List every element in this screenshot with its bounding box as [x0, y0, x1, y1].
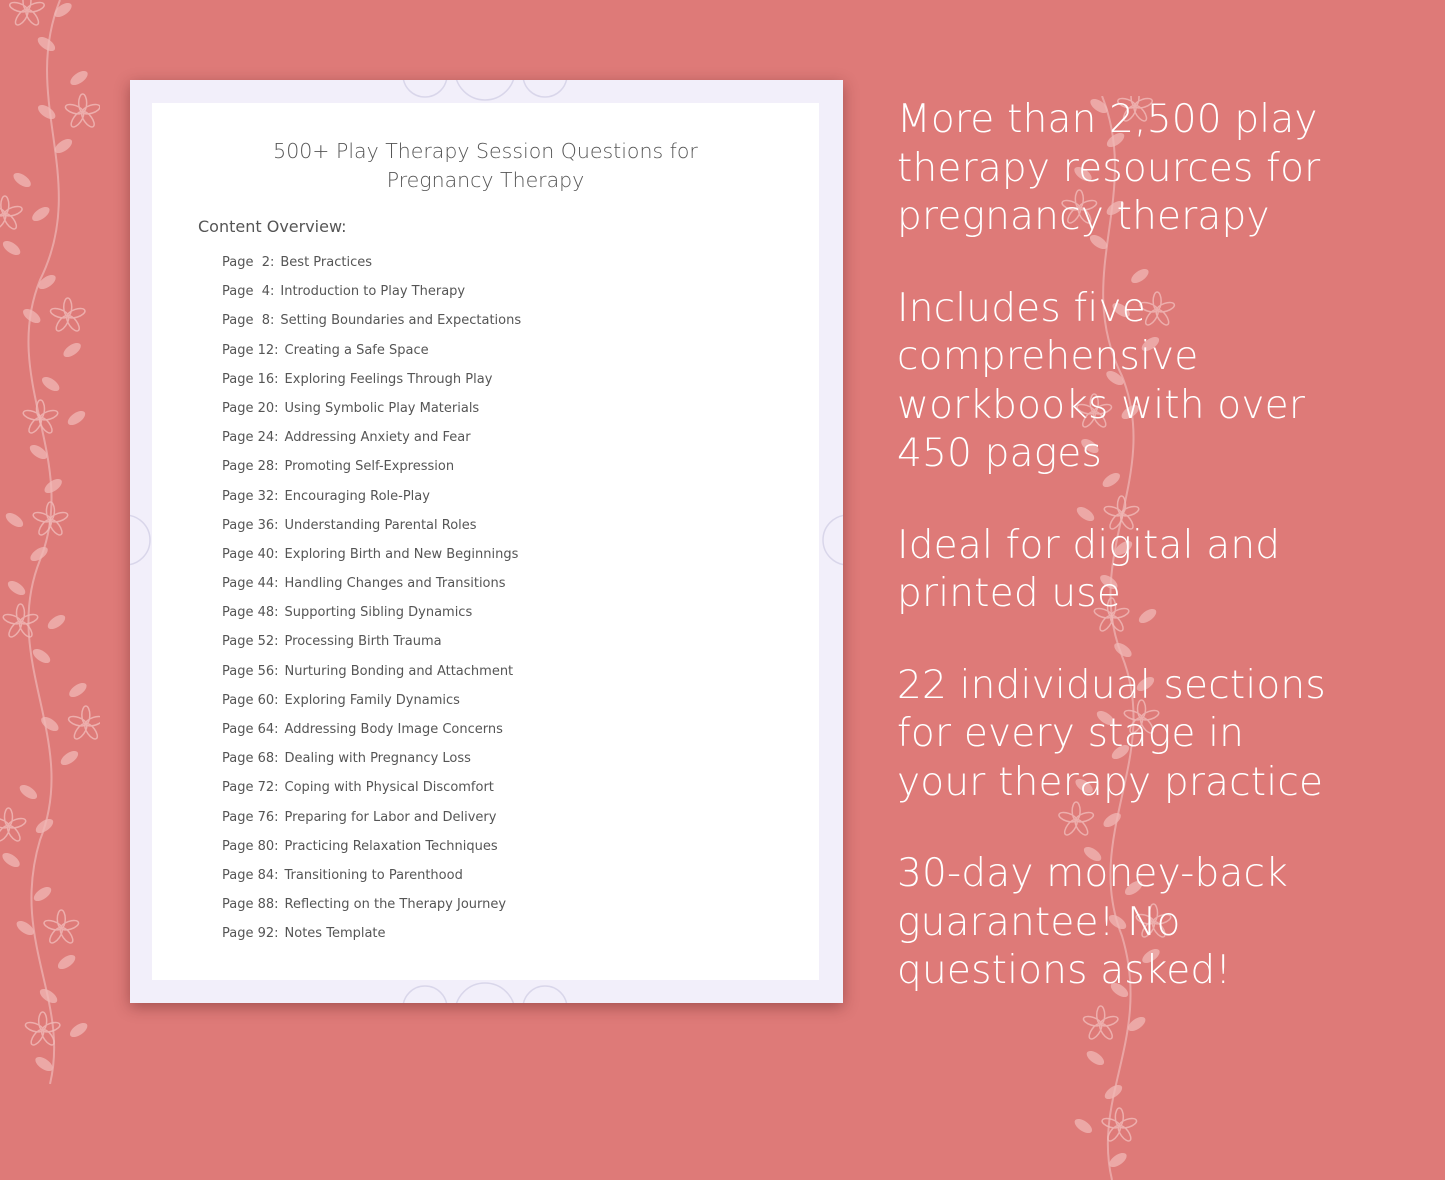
- toc-title: Best Practices: [280, 255, 373, 270]
- document-preview: 500+ Play Therapy Session Questions for …: [130, 80, 843, 1003]
- toc-title: Supporting Sibling Dynamics: [284, 605, 473, 621]
- toc-item: Page 2: Best Practices: [222, 255, 521, 284]
- toc-title: Coping with Physical Discomfort: [284, 780, 494, 796]
- toc-item: Page 68: Dealing with Pregnancy Loss: [222, 751, 521, 780]
- toc-page-number: Page 32:: [222, 488, 279, 504]
- feature-text: 22 individual sections for every stage i…: [897, 662, 1326, 805]
- toc-item: Page 28: Promoting Self-Expression: [222, 459, 521, 488]
- title-line: 500+ Play Therapy Session Questions for: [273, 139, 698, 163]
- toc-item: Page 56: Nurturing Bonding and Attachment: [222, 664, 521, 693]
- toc-page-number: Page 44:: [222, 576, 279, 592]
- toc-item: Page 32: Encouraging Role-Play: [222, 489, 521, 518]
- toc-page-number: Page 36:: [222, 517, 279, 533]
- toc-item: Page 60: Exploring Family Dynamics: [222, 693, 521, 722]
- toc-item: Page 84: Transitioning to Parenthood: [222, 868, 521, 897]
- mandala-ornament-icon: [822, 514, 843, 566]
- toc-title: Introduction to Play Therapy: [280, 284, 466, 300]
- toc-page-number: Page 56:: [222, 663, 279, 679]
- feature-list: More than 2,500 play therapy resources f…: [897, 96, 1327, 1039]
- toc-title: Processing Birth Trauma: [284, 634, 442, 650]
- toc-title: Notes Template: [284, 926, 386, 942]
- toc-item: Page 16: Exploring Feelings Through Play: [222, 372, 521, 401]
- toc-page-number: Page 68:: [222, 751, 279, 767]
- toc-item: Page 52: Processing Birth Trauma: [222, 634, 521, 663]
- mandala-ornament-icon: [130, 514, 151, 566]
- toc-item: Page 44: Handling Changes and Transitions: [222, 576, 521, 605]
- toc-item: Page 4: Introduction to Play Therapy: [222, 284, 521, 313]
- document-page: 500+ Play Therapy Session Questions for …: [152, 103, 819, 980]
- toc-page-number: Page 20:: [222, 400, 279, 416]
- toc-item: Page 72: Coping with Physical Discomfort: [222, 780, 521, 809]
- toc-page-number: Page 60:: [222, 692, 279, 708]
- toc-item: Page 48: Supporting Sibling Dynamics: [222, 605, 521, 634]
- toc-title: Handling Changes and Transitions: [284, 576, 506, 592]
- toc-item: Page 36: Understanding Parental Roles: [222, 518, 521, 547]
- toc-page-number: Page 72:: [222, 780, 279, 796]
- toc-title: Addressing Anxiety and Fear: [284, 430, 471, 446]
- toc-title: Exploring Family Dynamics: [284, 692, 460, 708]
- feature-text: 30-day money-back guarantee! No question…: [897, 851, 1288, 993]
- table-of-contents: Page 2: Best Practices Page 4: Introduction…: [222, 255, 521, 956]
- toc-page-number: Page 76:: [222, 809, 279, 825]
- toc-page-number: Page 16:: [222, 371, 279, 387]
- toc-title: Setting Boundaries and Expectations: [280, 313, 522, 329]
- toc-item: Page 80: Practicing Relaxation Techniques: [222, 839, 521, 868]
- mandala-ornament-icon: [402, 982, 568, 1003]
- toc-item: Page 40: Exploring Birth and New Beginnin…: [222, 547, 521, 576]
- toc-page-number: Page 48:: [222, 605, 279, 621]
- document-title: 500+ Play Therapy Session Questions for …: [152, 137, 819, 195]
- toc-title: Preparing for Labor and Delivery: [284, 809, 497, 825]
- toc-title: Encouraging Role-Play: [284, 488, 430, 504]
- toc-page-number: Page 40:: [222, 546, 279, 562]
- toc-page-number: Page 28:: [222, 459, 279, 475]
- toc-title: Exploring Feelings Through Play: [284, 371, 493, 387]
- toc-item: Page 12: Creating a Safe Space: [222, 343, 521, 372]
- toc-page-number: Page 84:: [222, 867, 279, 883]
- toc-page-number: Page 2:: [222, 255, 275, 270]
- toc-title: Nurturing Bonding and Attachment: [284, 663, 514, 679]
- toc-title: Dealing with Pregnancy Loss: [284, 751, 471, 767]
- mandala-ornament-icon: [402, 80, 568, 101]
- floral-vine-icon: [0, 0, 100, 1084]
- toc-title: Transitioning to Parenthood: [284, 867, 463, 883]
- toc-page-number: Page 8:: [222, 313, 275, 329]
- toc-page-number: Page 52:: [222, 634, 279, 650]
- toc-item: Page 76: Preparing for Labor and Delivery: [222, 810, 521, 839]
- toc-title: Addressing Body Image Concerns: [284, 722, 503, 737]
- toc-title: Practicing Relaxation Techniques: [284, 838, 498, 854]
- title-line: Pregnancy Therapy: [386, 168, 585, 192]
- toc-item: Page 92: Notes Template: [222, 926, 521, 955]
- toc-page-number: Page 24:: [222, 430, 279, 446]
- feature-text: More than 2,500 play therapy resources f…: [897, 97, 1321, 239]
- feature-text: Ideal for digital and printed use: [897, 522, 1281, 617]
- toc-page-number: Page 64:: [222, 722, 279, 737]
- toc-title: Reflecting on the Therapy Journey: [284, 897, 507, 913]
- toc-page-number: Page 80:: [222, 838, 279, 854]
- toc-page-number: Page 4:: [222, 284, 275, 300]
- toc-item: Page 20: Using Symbolic Play Materials: [222, 401, 521, 430]
- floral-vine-icon: [1058, 96, 1176, 1180]
- toc-item: Page 24: Addressing Anxiety and Fear: [222, 430, 521, 459]
- toc-title: Understanding Parental Roles: [284, 517, 477, 533]
- toc-page-number: Page 88:: [222, 897, 279, 913]
- toc-title: Promoting Self-Expression: [284, 459, 455, 475]
- toc-item: Page 88: Reflecting on the Therapy Journe…: [222, 897, 521, 926]
- toc-title: Exploring Birth and New Beginnings: [284, 546, 519, 562]
- toc-page-number: Page 92:: [222, 926, 279, 942]
- toc-page-number: Page 12:: [222, 342, 279, 358]
- overview-heading: Content Overview:: [198, 217, 347, 236]
- feature-text: Includes five comprehensive workbooks wi…: [897, 285, 1306, 477]
- toc-title: Using Symbolic Play Materials: [284, 400, 480, 416]
- toc-item: Page 8: Setting Boundaries and Expectatio…: [222, 313, 521, 342]
- toc-title: Creating a Safe Space: [284, 342, 429, 358]
- toc-item: Page 64: Addressing Body Image Concerns: [222, 722, 521, 751]
